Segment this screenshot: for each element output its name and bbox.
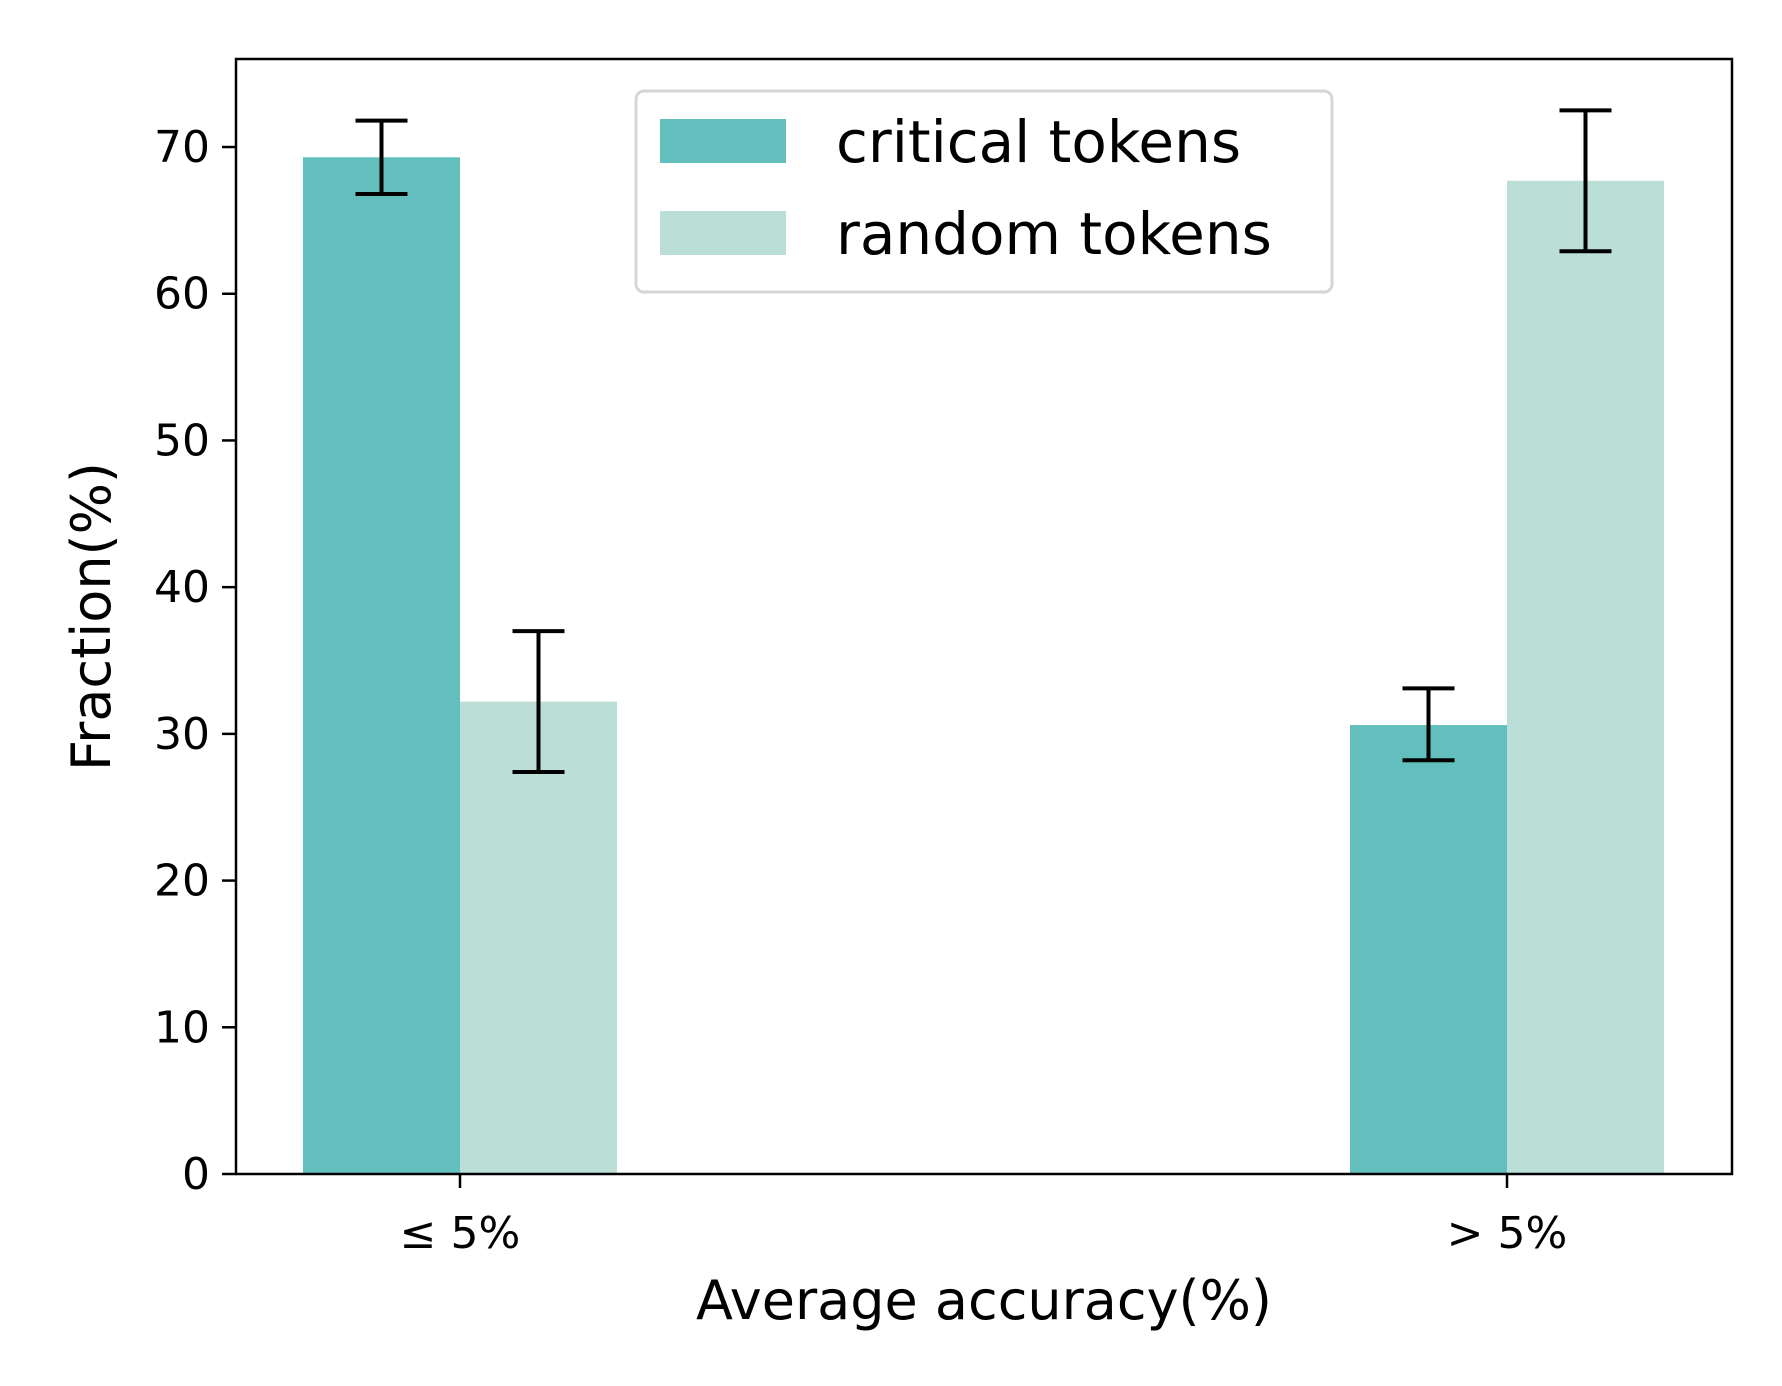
legend: critical tokens random tokens (634, 89, 1334, 294)
legend-label-critical-tokens: critical tokens (836, 108, 1241, 176)
error-bar-critical-tokens-1 (1402, 686, 1455, 763)
y-tick-label: 30 (154, 709, 210, 760)
y-tick-label: 70 (154, 122, 210, 173)
plot-frame (234, 57, 1734, 1176)
y-tick-label: 40 (154, 562, 210, 613)
legend-frame (634, 89, 1334, 294)
error-bar-random-tokens-1 (1559, 108, 1612, 254)
y-tick-label: 50 (154, 415, 210, 466)
y-axis: 0 10 20 30 40 50 60 70 (154, 122, 236, 1200)
x-tick-label: ≤ 5% (400, 1208, 521, 1259)
error-bar-critical-tokens-0 (355, 118, 408, 196)
bar-random-tokens-0 (460, 701, 617, 1174)
error-bar-random-tokens-0 (512, 629, 565, 775)
error-bars-layer (355, 108, 1612, 775)
bars-layer (303, 157, 1664, 1175)
legend-swatch-random-tokens (660, 211, 786, 255)
y-tick-label: 0 (182, 1149, 210, 1200)
y-axis-label: Fraction(%) (60, 462, 123, 771)
legend-swatch-critical-tokens (660, 119, 786, 163)
x-tick-label: > 5% (1447, 1208, 1568, 1259)
bar-random-tokens-1 (1507, 180, 1664, 1175)
bar-critical-tokens-0 (303, 157, 460, 1175)
x-axis: ≤ 5% > 5% (400, 1174, 1568, 1259)
y-tick-label: 60 (154, 269, 210, 320)
legend-label-random-tokens: random tokens (836, 200, 1272, 268)
bar-critical-tokens-1 (1350, 725, 1507, 1174)
y-tick-label: 20 (154, 856, 210, 907)
y-tick-label: 10 (154, 1002, 210, 1053)
x-axis-label: Average accuracy(%) (696, 1269, 1272, 1332)
